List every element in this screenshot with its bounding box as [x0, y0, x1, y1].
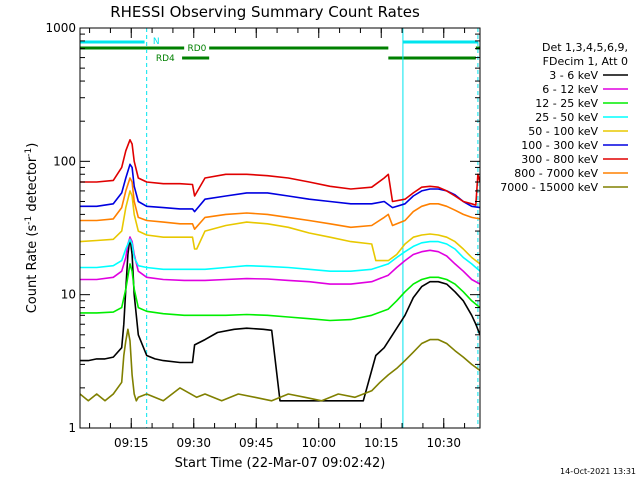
series-line-0 [80, 236, 480, 402]
legend: Det 1,3,4,5,6,9, FDecim 1, Att 0 3 - 6 k… [500, 41, 628, 194]
x-axis-label: Start Time (22-Mar-07 09:02:42) [175, 456, 386, 471]
legend-label: 800 - 7000 keV [514, 167, 598, 180]
x-tick-label: 10:00 [301, 436, 336, 450]
series-line-3 [80, 238, 480, 273]
axes: 1 10 100 1000 09:15 09:30 09:45 10:00 10:15 10:30 [45, 21, 480, 450]
legend-label: 50 - 100 keV [528, 125, 598, 138]
series-lines [80, 139, 480, 402]
series-group [80, 139, 480, 402]
y-tick-label: 1 [68, 421, 76, 435]
series-line-6 [80, 139, 480, 206]
legend-label: 300 - 800 keV [521, 153, 598, 166]
legend-label: 25 - 50 keV [535, 111, 598, 124]
legend-label: 7000 - 15000 keV [500, 181, 598, 194]
y-tick-label: 10 [61, 288, 76, 302]
legend-label: 100 - 300 keV [521, 139, 598, 152]
series-line-7 [80, 177, 480, 230]
x-tick-label: 10:30 [426, 436, 461, 450]
legend-label: 6 - 12 keV [542, 83, 598, 96]
y-axis-label: Count Rate (s-1 detector-1) [24, 143, 40, 314]
flag-rd0-label: RD0 [188, 44, 207, 54]
legend-label: 12 - 25 keV [535, 97, 598, 110]
legend-label: 3 - 6 keV [549, 69, 598, 82]
y-tick-label: 100 [53, 154, 76, 168]
chart-title: RHESSI Observing Summary Count Rates [110, 3, 420, 21]
legend-header-line-1: Det 1,3,4,5,6,9, [542, 41, 628, 54]
x-tick-label: 09:30 [176, 436, 211, 450]
plot-frame [79, 27, 481, 429]
series-line-5 [80, 163, 480, 213]
series-line-8 [80, 328, 480, 402]
flag-n-label: N [153, 37, 160, 47]
y-tick-label: 1000 [45, 21, 76, 35]
legend-header-line-2: FDecim 1, Att 0 [543, 55, 628, 68]
series-line-4 [80, 190, 480, 265]
flag-rd4-label: RD4 [156, 54, 175, 64]
x-tick-label: 10:15 [364, 436, 399, 450]
series-line-2 [80, 263, 480, 322]
footer-date: 14-Oct-2021 13:31 [560, 467, 636, 476]
x-tick-label: 09:15 [114, 436, 149, 450]
x-tick-label: 09:45 [239, 436, 274, 450]
